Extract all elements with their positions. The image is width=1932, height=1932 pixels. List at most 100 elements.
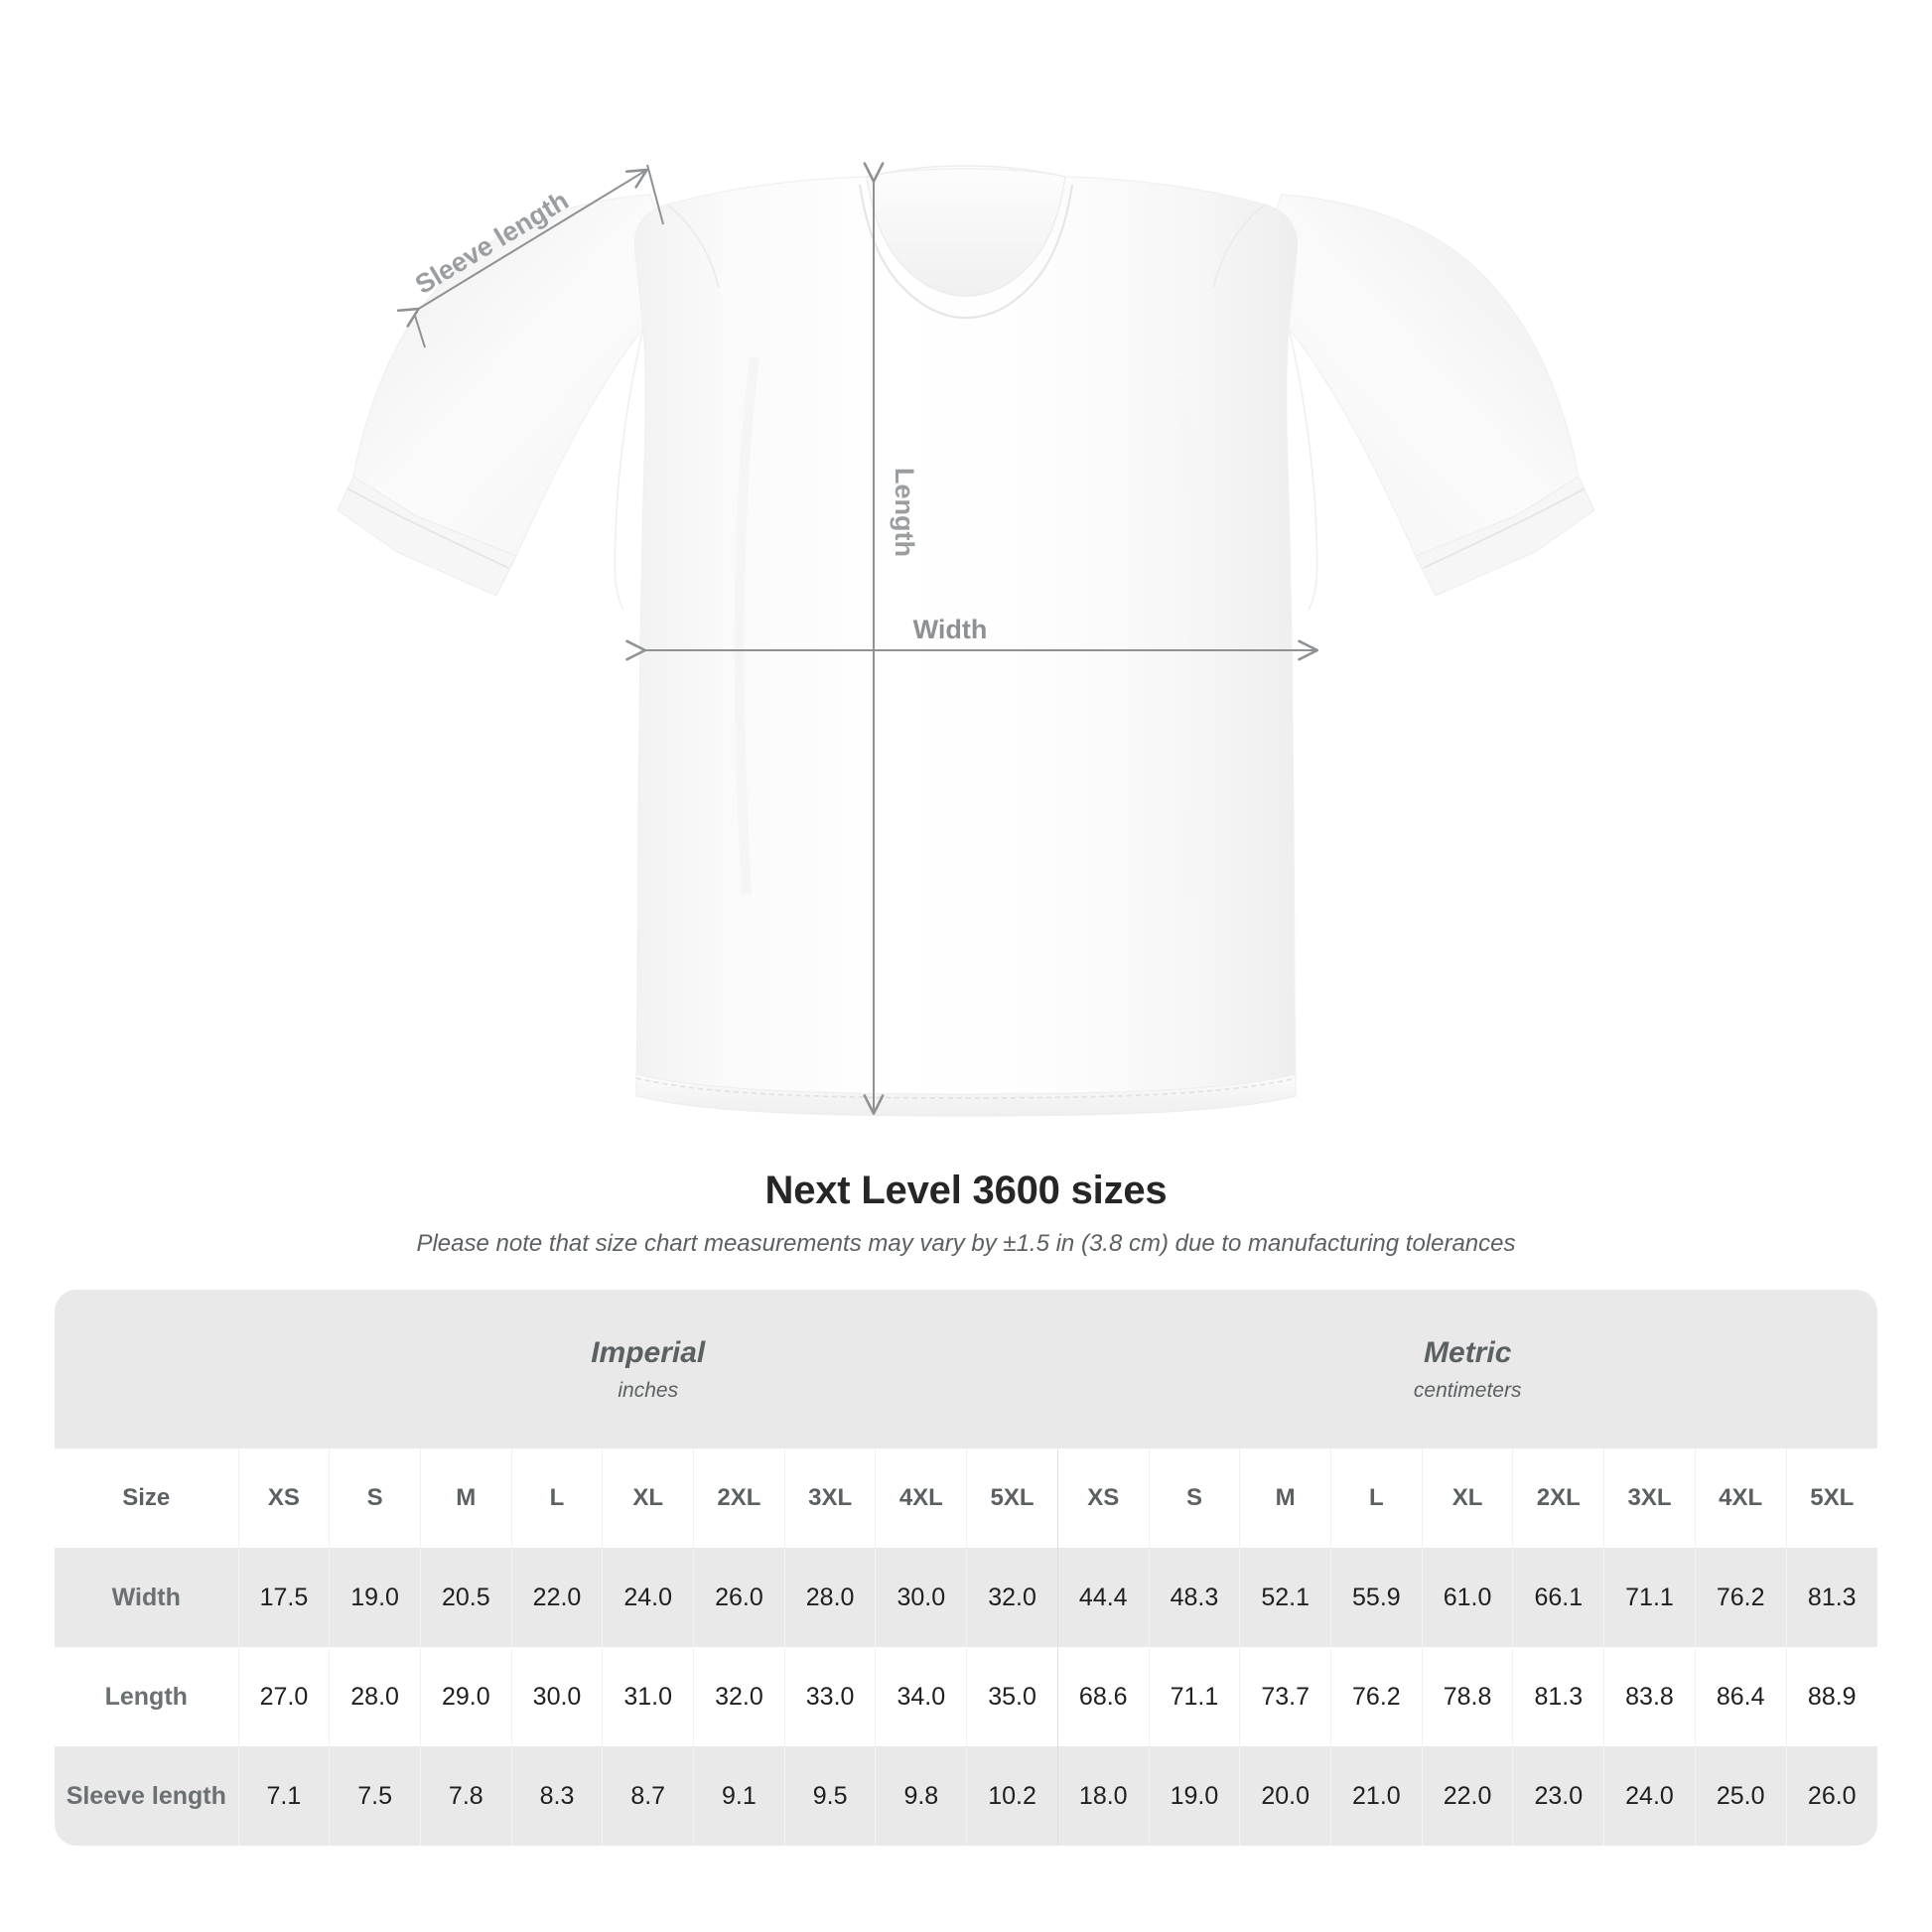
page-title: Next Level 3600 sizes — [764, 1169, 1168, 1212]
hem-stitching — [635, 1077, 1297, 1099]
size-row-label: Size — [55, 1449, 239, 1548]
table-row-width: Width 17.5 19.0 20.5 22.0 24.0 26.0 28.0… — [55, 1548, 1877, 1647]
size-header-imperial-xl: XL — [602, 1449, 694, 1548]
cell-sleeve-metric-xl: 22.0 — [1421, 1746, 1513, 1846]
cell-width-imperial-xs: 17.5 — [237, 1548, 330, 1647]
cell-length-metric-3xl: 83.8 — [1603, 1647, 1696, 1746]
cell-length-imperial-4xl: 34.0 — [875, 1647, 967, 1746]
size-header-metric-s: S — [1148, 1449, 1240, 1548]
cell-length-imperial-2xl: 32.0 — [693, 1647, 785, 1746]
cell-width-imperial-4xl: 30.0 — [875, 1548, 967, 1647]
right-armhole-seam — [1288, 327, 1318, 611]
size-header-imperial-3xl: 3XL — [783, 1449, 876, 1548]
cell-length-metric-xl: 78.8 — [1421, 1647, 1513, 1746]
cell-sleeve-imperial-3xl: 9.5 — [783, 1746, 876, 1846]
cell-width-metric-s: 48.3 — [1148, 1548, 1240, 1647]
size-header-imperial-l: L — [510, 1449, 603, 1548]
cell-length-metric-m: 73.7 — [1239, 1647, 1331, 1746]
cell-sleeve-metric-m: 20.0 — [1239, 1746, 1331, 1846]
cell-length-metric-l: 76.2 — [1330, 1647, 1423, 1746]
cell-sleeve-metric-2xl: 23.0 — [1512, 1746, 1604, 1846]
unit-name-imperial: Imperial — [591, 1336, 706, 1370]
size-header-metric-l: L — [1330, 1449, 1423, 1548]
right-shoulder-seam — [1212, 204, 1266, 289]
row-label-width: Width — [55, 1548, 239, 1647]
right-sleeve — [1246, 194, 1580, 557]
size-header-imperial-2xl: 2XL — [693, 1449, 785, 1548]
size-header-metric-m: M — [1239, 1449, 1331, 1548]
cell-length-metric-2xl: 81.3 — [1512, 1647, 1604, 1746]
unit-header-row: Imperial inches Metric centimeters — [55, 1290, 1877, 1449]
cell-width-metric-3xl: 71.1 — [1603, 1548, 1696, 1647]
unit-header-spacer — [55, 1290, 239, 1449]
cell-length-imperial-3xl: 33.0 — [783, 1647, 876, 1746]
cell-sleeve-imperial-s: 7.5 — [329, 1746, 421, 1846]
size-header-metric-4xl: 4XL — [1694, 1449, 1787, 1548]
cell-width-metric-l: 55.9 — [1330, 1548, 1423, 1647]
bottom-hem — [635, 1073, 1297, 1117]
size-table-wrapper: Imperial inches Metric centimeters Size … — [55, 1290, 1877, 1846]
right-cuff-seam — [1423, 487, 1586, 569]
table-row-sleeve-length: Sleeve length 7.1 7.5 7.8 8.3 8.7 9.1 9.… — [55, 1746, 1877, 1846]
fabric-fold — [1175, 376, 1199, 904]
cell-sleeve-metric-3xl: 24.0 — [1603, 1746, 1696, 1846]
cell-width-imperial-xl: 24.0 — [602, 1548, 694, 1647]
unit-sub-imperial: inches — [618, 1378, 679, 1402]
left-cuff-seam — [346, 487, 509, 569]
size-header-row: Size XS S M L XL 2XL 3XL 4XL 5XL XS S M … — [55, 1449, 1877, 1548]
cell-width-imperial-5xl: 32.0 — [966, 1548, 1058, 1647]
cell-width-imperial-2xl: 26.0 — [693, 1548, 785, 1647]
collar-top-edge — [877, 168, 1055, 176]
cell-sleeve-metric-4xl: 25.0 — [1694, 1746, 1787, 1846]
unit-name-metric: Metric — [1424, 1336, 1512, 1370]
size-header-imperial-xs: XS — [237, 1449, 330, 1548]
cell-length-metric-s: 71.1 — [1148, 1647, 1240, 1746]
fabric-fold — [734, 356, 759, 895]
unit-section-metric: Metric centimeters — [1057, 1290, 1877, 1449]
size-header-metric-5xl: 5XL — [1785, 1449, 1877, 1548]
cell-width-imperial-s: 19.0 — [329, 1548, 421, 1647]
cell-sleeve-imperial-xs: 7.1 — [237, 1746, 330, 1846]
cell-length-imperial-5xl: 35.0 — [966, 1647, 1058, 1746]
cell-length-imperial-m: 29.0 — [419, 1647, 512, 1746]
sleeve-length-arrow — [396, 168, 648, 328]
title-block: Next Level 3600 sizes Please note that s… — [0, 1168, 1932, 1259]
unit-sub-metric: centimeters — [1413, 1378, 1522, 1402]
cell-length-imperial-xl: 31.0 — [602, 1647, 694, 1746]
size-header-imperial-m: M — [419, 1449, 512, 1548]
left-shoulder-seam — [666, 204, 720, 289]
cell-sleeve-metric-l: 21.0 — [1330, 1746, 1423, 1846]
collar-ribbing — [866, 165, 1066, 297]
cell-length-imperial-l: 30.0 — [510, 1647, 603, 1746]
cell-sleeve-imperial-5xl: 10.2 — [966, 1746, 1058, 1846]
row-label-sleeve-length: Sleeve length — [55, 1746, 239, 1846]
tshirt-diagram: Sleeve length Length Width — [337, 162, 1595, 1117]
cell-width-imperial-m: 20.5 — [419, 1548, 512, 1647]
cell-sleeve-imperial-xl: 8.7 — [602, 1746, 694, 1846]
size-header-imperial-5xl: 5XL — [966, 1449, 1058, 1548]
cell-length-metric-5xl: 88.9 — [1785, 1647, 1877, 1746]
cell-sleeve-imperial-m: 7.8 — [419, 1746, 512, 1846]
size-header-metric-2xl: 2XL — [1512, 1449, 1604, 1548]
cell-width-metric-5xl: 81.3 — [1785, 1548, 1877, 1647]
cell-length-imperial-xs: 27.0 — [237, 1647, 330, 1746]
length-label: Length — [890, 468, 919, 557]
tolerance-note: Please note that size chart measurements… — [416, 1230, 1516, 1257]
cell-width-metric-xs: 44.4 — [1056, 1548, 1150, 1647]
cell-width-metric-2xl: 66.1 — [1512, 1548, 1604, 1647]
cell-sleeve-imperial-l: 8.3 — [510, 1746, 603, 1846]
size-header-imperial-4xl: 4XL — [875, 1449, 967, 1548]
cell-width-metric-xl: 61.0 — [1421, 1548, 1513, 1647]
sleeve-start-tick — [414, 315, 426, 348]
cell-length-metric-4xl: 86.4 — [1694, 1647, 1787, 1746]
cell-sleeve-metric-s: 19.0 — [1148, 1746, 1240, 1846]
cell-width-imperial-l: 22.0 — [510, 1548, 603, 1647]
size-header-metric-xl: XL — [1421, 1449, 1513, 1548]
size-table: Imperial inches Metric centimeters Size … — [55, 1290, 1877, 1846]
size-header-metric-xs: XS — [1056, 1449, 1150, 1548]
cell-sleeve-metric-xs: 18.0 — [1056, 1746, 1150, 1846]
cell-length-imperial-s: 28.0 — [329, 1647, 421, 1746]
width-label: Width — [913, 615, 988, 644]
table-row-length: Length 27.0 28.0 29.0 30.0 31.0 32.0 33.… — [55, 1647, 1877, 1746]
